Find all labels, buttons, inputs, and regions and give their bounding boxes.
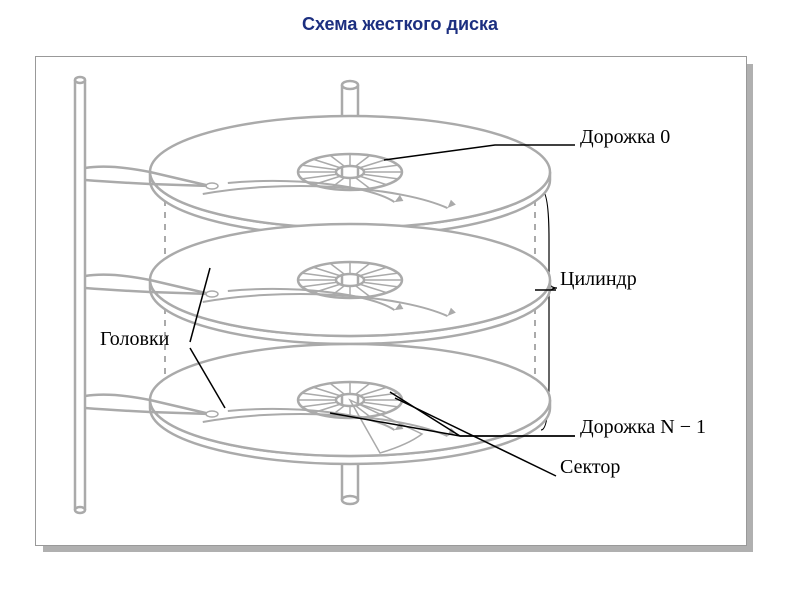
diagram-svg bbox=[0, 0, 800, 600]
label-trackN: Дорожка N − 1 bbox=[580, 416, 706, 439]
label-sector: Сектор bbox=[560, 456, 620, 479]
label-heads: Головки bbox=[100, 328, 169, 351]
label-cylinder: Цилиндр bbox=[560, 268, 637, 291]
label-track0: Дорожка 0 bbox=[580, 126, 670, 149]
